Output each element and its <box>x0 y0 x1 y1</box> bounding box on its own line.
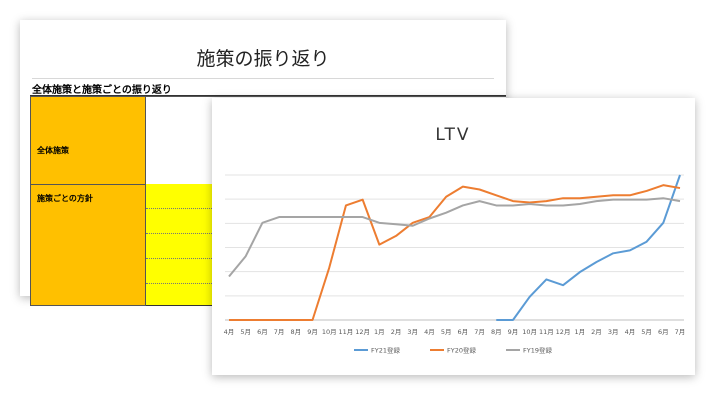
series-line-2 <box>228 197 681 278</box>
x-tick-label: 12月 <box>355 328 370 336</box>
x-tick-label: 5月 <box>641 328 652 336</box>
x-tick-label: 4月 <box>224 328 235 336</box>
x-tick-label: 1月 <box>574 328 585 336</box>
x-tick-label: 10月 <box>322 328 337 336</box>
slide-subtitle: 全体施策と施策ごとの振り返り <box>32 85 172 96</box>
x-tick-label: 2月 <box>391 328 402 336</box>
x-tick-label: 3月 <box>407 328 418 336</box>
x-tick-label: 1月 <box>374 328 385 336</box>
table-row-label-cell: 施策ごとの方針 <box>30 184 146 306</box>
x-tick-label: 8月 <box>491 328 502 336</box>
x-tick-label: 11月 <box>539 328 554 336</box>
x-tick-label: 9月 <box>307 328 318 336</box>
x-tick-label: 5月 <box>441 328 452 336</box>
row-label-overall: 全体施策 <box>37 146 69 155</box>
x-tick-label: 11月 <box>339 328 354 336</box>
x-tick-label: 6月 <box>458 328 469 336</box>
x-tick-label: 7月 <box>675 328 686 336</box>
x-tick-label: 6月 <box>658 328 669 336</box>
table-row-label-cell: 全体施策 <box>30 96 146 185</box>
x-tick-label: 2月 <box>591 328 602 336</box>
row-label-per-measure: 施策ごとの方針 <box>37 194 93 203</box>
x-tick-label: 6月 <box>257 328 268 336</box>
x-tick-label: 12月 <box>556 328 571 336</box>
chart-slide[interactable]: LTV 4月 5月 6月 7月 8月 9月 10月 11月 12月 1月 2月 3月 4月 5月 6月 7月 8… <box>212 98 695 375</box>
table-top-border <box>30 95 506 96</box>
x-tick-label: 3月 <box>608 328 619 336</box>
x-tick-label: 7月 <box>474 328 485 336</box>
series-line-0 <box>496 174 681 321</box>
legend-label: FY20登録 <box>447 346 476 355</box>
ltv-chart: LTV 4月 5月 6月 7月 8月 9月 10月 11月 12月 1月 2月 3月 4月 5月 6月 7月 8… <box>224 125 686 355</box>
x-tick-label: 10月 <box>522 328 537 336</box>
title-divider <box>32 78 494 79</box>
x-tick-label: 5月 <box>240 328 251 336</box>
chart-title: LTV <box>435 125 470 145</box>
x-tick-label: 7月 <box>274 328 285 336</box>
legend-label: FY19登録 <box>523 346 552 355</box>
x-tick-label: 4月 <box>424 328 435 336</box>
slide-title: 施策の振り返り <box>196 48 330 70</box>
legend-label: FY21登録 <box>371 346 400 355</box>
series-line-1 <box>229 184 681 321</box>
x-tick-label: 4月 <box>625 328 636 336</box>
x-tick-label: 8月 <box>290 328 301 336</box>
x-tick-label: 9月 <box>508 328 519 336</box>
